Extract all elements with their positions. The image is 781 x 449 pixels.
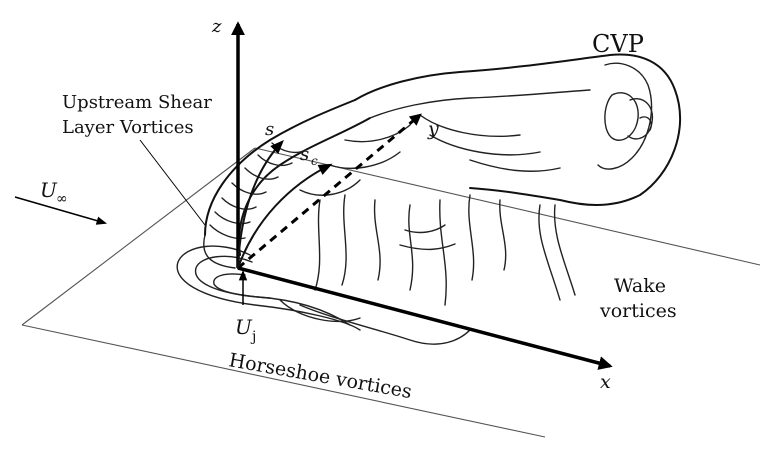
s-label: s bbox=[265, 119, 274, 140]
wake-label-line1: Wake bbox=[614, 275, 666, 297]
wake-vortices-shape bbox=[314, 194, 576, 306]
u-inf-label: U bbox=[40, 178, 58, 202]
trajectories bbox=[237, 139, 333, 269]
s-trajectory bbox=[237, 139, 284, 269]
horseshoe-label: Horseshoe vortices bbox=[227, 349, 413, 403]
uj-sub: j bbox=[250, 329, 256, 345]
sc-sub: c bbox=[311, 154, 318, 168]
upstream-label-line2: Layer Vortices bbox=[62, 117, 194, 138]
sc-label: s bbox=[300, 144, 309, 165]
wake-label-line2: vortices bbox=[599, 300, 677, 322]
horseshoe-vortices-shape bbox=[176, 245, 471, 345]
cvp-shape bbox=[299, 53, 682, 206]
upstream-label-line1: Upstream Shear bbox=[62, 92, 212, 113]
sc-trajectory bbox=[237, 163, 333, 269]
cvp-label: CVP bbox=[592, 30, 644, 58]
y-label: y bbox=[427, 118, 439, 140]
z-label: z bbox=[211, 16, 222, 37]
uj-label: U bbox=[235, 315, 253, 339]
upstream-pointer bbox=[139, 139, 206, 226]
axes bbox=[231, 21, 613, 370]
x-axis bbox=[237, 266, 613, 370]
u-inf-sub: ∞ bbox=[56, 191, 68, 207]
u-inf-arrow bbox=[14, 196, 108, 225]
y-axis bbox=[237, 113, 422, 270]
x-label: x bbox=[600, 371, 611, 393]
